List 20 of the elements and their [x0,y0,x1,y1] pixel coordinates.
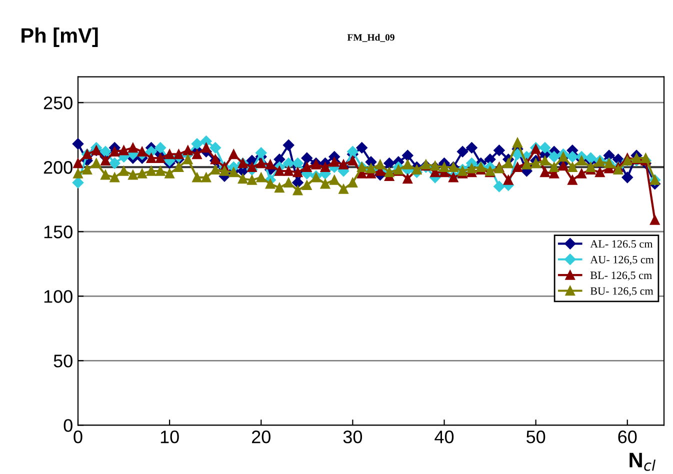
x-tick-label: 20 [252,430,270,444]
y-tick-label: 50 [54,354,72,368]
y-tick-label: 200 [44,161,72,174]
y-tick-label: 150 [44,226,72,238]
y-axis-title: Ph [mV] [22,28,98,47]
chart-title: FM_Hd_09 [347,34,394,42]
x-tick-label: 60 [618,430,637,444]
y-tick-label: 250 [44,96,72,110]
x-tick-label: 10 [160,430,179,444]
y-tick-label: 0 [64,419,72,432]
legend-label: BL- 126,5 cm [590,272,652,281]
legend-label: BU- 126,5 cm [590,287,654,296]
y-tick-label: 100 [44,290,72,303]
legend-label: AL- 126.5 cm [590,240,653,248]
x-tick-label: 40 [434,430,454,444]
x-tick-label: 50 [526,430,546,444]
x-tick-label: 0 [74,430,82,444]
legend-label: AU- 126,5 cm [590,256,654,265]
x-tick-label: 30 [343,430,362,444]
x-axis-title: N$_{cl}$ [630,452,656,471]
